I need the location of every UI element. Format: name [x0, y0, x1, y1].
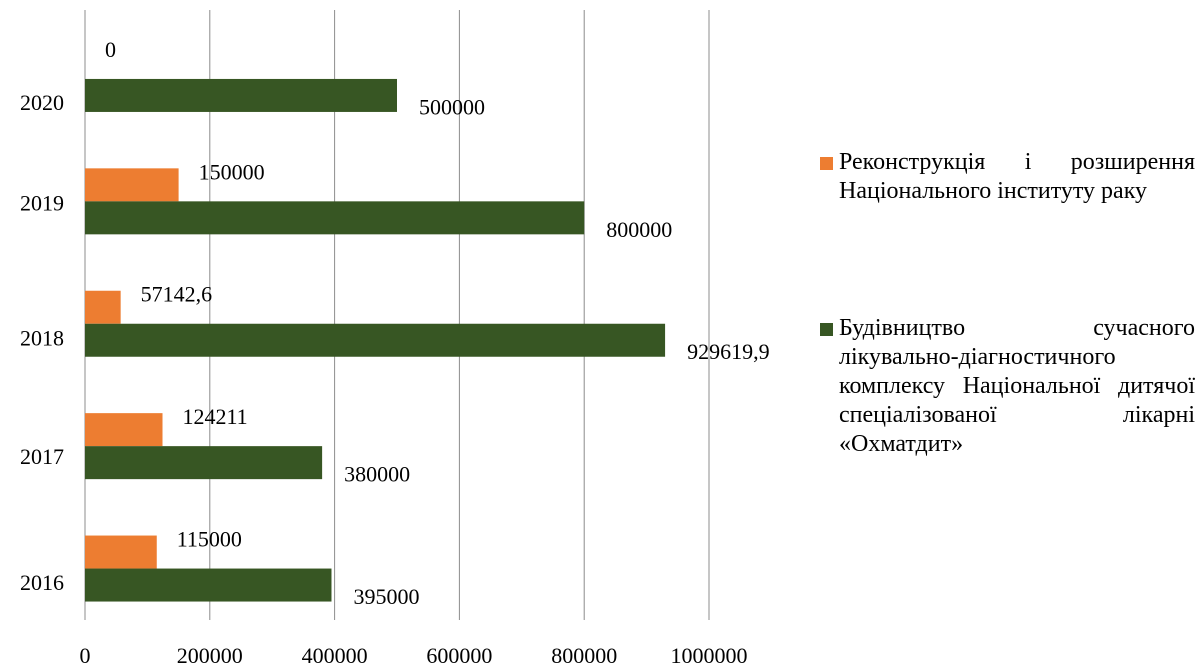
legend-label: Будівництво сучасного лікувально-діагнос… — [839, 315, 1195, 457]
bar-cancer-institute — [85, 413, 163, 447]
data-label: 57142,6 — [141, 282, 213, 307]
legend-swatch-green — [820, 323, 833, 336]
data-label: 124211 — [183, 404, 248, 429]
y-category-label: 2020 — [20, 90, 64, 115]
x-tick-label: 0 — [80, 643, 91, 666]
bar-cancer-institute — [85, 290, 121, 324]
x-tick-label: 1000000 — [671, 643, 748, 666]
bar-okhmatdyt — [85, 201, 585, 235]
x-tick-label: 200000 — [177, 643, 243, 666]
data-label: 0 — [105, 37, 116, 62]
data-label: 380000 — [344, 462, 410, 487]
x-tick-label: 600000 — [426, 643, 492, 666]
legend-swatch-orange — [820, 157, 833, 170]
bar-cancer-institute — [85, 535, 157, 569]
bar-okhmatdyt — [85, 78, 397, 112]
data-label: 395000 — [353, 584, 419, 609]
data-label: 800000 — [606, 217, 672, 242]
data-label: 500000 — [419, 94, 485, 119]
legend-label: Реконструкція і розширення Національного… — [839, 149, 1195, 204]
y-category-label: 2017 — [20, 444, 64, 469]
bar-okhmatdyt — [85, 446, 323, 480]
bar-okhmatdyt — [85, 323, 666, 357]
y-category-label: 2018 — [20, 325, 64, 350]
legend-item-cancer-institute: Реконструкція і розширення Національного… — [820, 148, 1195, 206]
data-label: 929619,9 — [687, 339, 770, 364]
legend-item-okhmatdyt: Будівництво сучасного лікувально-діагнос… — [820, 314, 1195, 459]
y-category-label: 2019 — [20, 191, 64, 216]
y-category-label: 2016 — [20, 570, 64, 595]
x-tick-label: 800000 — [551, 643, 617, 666]
x-tick-label: 400000 — [302, 643, 368, 666]
bar-cancer-institute — [85, 168, 179, 202]
data-label: 150000 — [199, 159, 265, 184]
data-label: 115000 — [177, 527, 242, 552]
bar-okhmatdyt — [85, 568, 332, 602]
